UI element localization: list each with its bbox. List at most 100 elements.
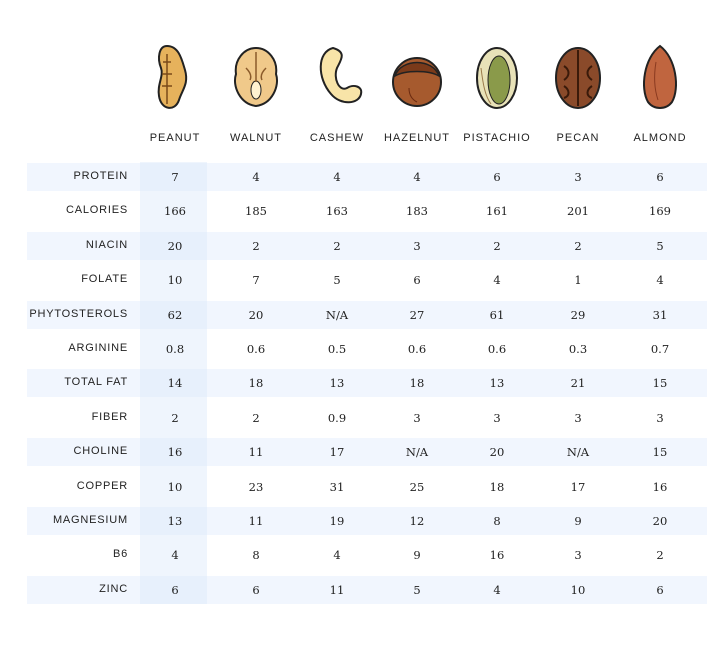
table-cell: 10 (570, 582, 586, 597)
table-cell: 16 (167, 445, 183, 460)
row-label: CALORIES (65, 204, 128, 217)
table-cell: 12 (409, 514, 425, 528)
table-cell: 1 (574, 273, 582, 288)
table-cell: 2 (493, 238, 501, 253)
table-cell: 20 (248, 307, 264, 322)
table-cell: 7 (171, 170, 179, 184)
column-header-hazelnut: HAZELNUT (383, 132, 451, 144)
table-cell: 2 (171, 410, 179, 425)
column-header-pistachio: PISTACHIO (463, 132, 531, 144)
table-cell: 4 (333, 548, 341, 563)
pecan-illustration (555, 47, 601, 109)
row-label: TOTAL FAT (64, 376, 128, 389)
table-cell: 0.7 (650, 342, 670, 356)
row-label: CHOLINE (73, 445, 128, 458)
table-cell: 23 (248, 479, 264, 494)
table-cell: 6 (493, 170, 501, 184)
table-cell: 6 (252, 582, 260, 597)
table-cell: 0.6 (246, 342, 266, 356)
table-cell: 21 (570, 376, 586, 391)
row-label: PHYTOSTEROLS (29, 307, 128, 320)
peanut-illustration (157, 44, 188, 109)
row-label: PROTEIN (73, 170, 128, 182)
table-cell: 5 (656, 238, 664, 253)
table-cell: 4 (413, 170, 421, 184)
table-cell: 2 (252, 410, 260, 425)
table-cell: 2 (333, 238, 341, 253)
row-stripe (27, 575, 707, 604)
table-cell: 0.5 (327, 342, 347, 356)
table-cell: 3 (656, 410, 664, 425)
table-cell: 3 (574, 410, 582, 425)
table-cell: 17 (329, 445, 345, 460)
table-cell: 6 (656, 170, 664, 184)
table-cell: 3 (413, 238, 421, 253)
table-cell: 31 (329, 479, 345, 494)
table-cell: 5 (413, 582, 421, 597)
row-label: ARGININE (68, 342, 128, 354)
row-stripe (27, 163, 707, 191)
table-cell: 4 (493, 273, 501, 288)
table-cell: 201 (567, 204, 589, 219)
table-cell: 20 (652, 514, 668, 528)
table-cell: 25 (409, 479, 425, 494)
table-cell: 2 (252, 238, 260, 253)
cashew-illustration (319, 46, 363, 104)
walnut-illustration (234, 46, 278, 108)
table-cell: 6 (656, 582, 664, 597)
table-cell: 31 (652, 307, 668, 322)
row-stripe (27, 369, 707, 398)
table-cell: 13 (329, 376, 345, 391)
row-label: FIBER (91, 410, 128, 423)
hazelnut-illustration (392, 57, 442, 107)
table-cell: 17 (570, 479, 586, 494)
table-cell: 19 (329, 514, 345, 528)
table-cell: 163 (326, 204, 348, 219)
table-cell: 15 (652, 376, 668, 391)
table-cell: 61 (489, 307, 505, 322)
table-cell: 13 (167, 514, 183, 528)
table-cell: 16 (489, 548, 505, 563)
table-cell: 5 (333, 273, 341, 288)
table-cell: 185 (245, 204, 267, 219)
row-label: MAGNESIUM (52, 514, 128, 526)
column-header-pecan: PECAN (556, 132, 600, 144)
table-cell: 3 (574, 170, 582, 184)
column-header-walnut: WALNUT (229, 132, 283, 144)
row-label: ZINC (99, 582, 128, 595)
table-cell: 29 (570, 307, 586, 322)
table-cell: 2 (574, 238, 582, 253)
table-cell: 169 (649, 204, 671, 219)
table-cell: 11 (248, 445, 264, 460)
table-cell: N/A (405, 445, 429, 460)
table-cell: 2 (656, 548, 664, 563)
table-cell: 27 (409, 307, 425, 322)
table-cell: 0.8 (165, 342, 185, 356)
row-stripe (27, 231, 707, 260)
table-cell: 4 (252, 170, 260, 184)
table-cell: 7 (252, 273, 260, 288)
table-cell: 3 (574, 548, 582, 563)
table-cell: 11 (248, 514, 264, 528)
table-cell: 3 (493, 410, 501, 425)
table-cell: 8 (252, 548, 260, 563)
row-stripe (27, 507, 707, 535)
table-cell: 62 (167, 307, 183, 322)
table-cell: N/A (325, 307, 349, 322)
table-cell: 10 (167, 273, 183, 288)
table-cell: 3 (413, 410, 421, 425)
table-cell: 4 (493, 582, 501, 597)
table-cell: 0.6 (487, 342, 507, 356)
row-label: FOLATE (81, 273, 128, 286)
table-cell: 15 (652, 445, 668, 460)
table-cell: 0.3 (568, 342, 588, 356)
table-cell: 6 (171, 582, 179, 597)
table-cell: 0.6 (407, 342, 427, 356)
table-cell: 14 (167, 376, 183, 391)
table-cell: 0.9 (327, 410, 347, 425)
column-header-almond: ALMOND (633, 132, 687, 144)
highlight-column-peanut (140, 162, 207, 604)
table-cell: 183 (406, 204, 428, 219)
table-cell: 9 (574, 514, 582, 528)
table-cell: N/A (566, 445, 590, 460)
